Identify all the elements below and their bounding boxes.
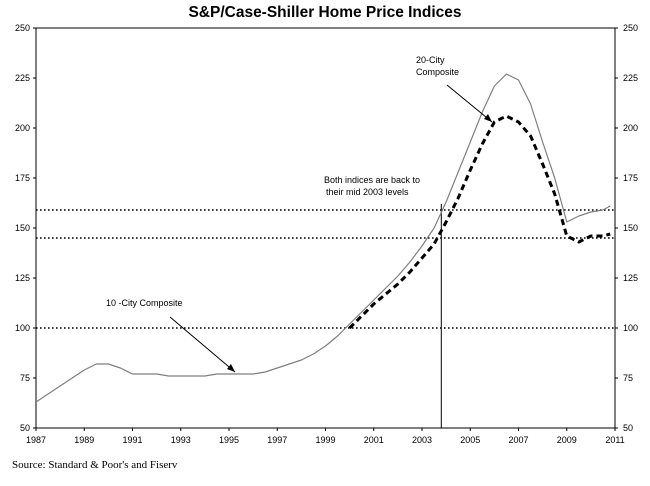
y-tick-label: 50 (20, 423, 30, 433)
annotation-10-city-arrow (169, 316, 236, 373)
chart-title: S&P/Case-Shiller Home Price Indices (188, 4, 462, 21)
annotation-20-city-line2: Composite (416, 67, 459, 77)
plot-area (35, 27, 616, 429)
y-tick-label: 225 (623, 73, 638, 83)
y-tick-label: 250 (15, 23, 30, 33)
y-tick-label: 75 (623, 373, 633, 383)
y-tick-label: 250 (623, 23, 638, 33)
y-tick-label: 175 (623, 173, 638, 183)
y-tick-label: 100 (623, 323, 638, 333)
annotations: 20-City Composite Both indices are back … (106, 55, 493, 373)
x-tick-label: 1997 (267, 435, 287, 445)
y-tick-label: 200 (623, 123, 638, 133)
annotation-20-city-arrow (446, 84, 493, 123)
x-tick-label: 1989 (74, 435, 94, 445)
y-tick-label: 175 (15, 173, 30, 183)
x-tick-label: 1991 (122, 435, 142, 445)
x-axis: 1987 1989 1991 1993 1995 1997 1999 2001 2003 2005… (26, 428, 625, 445)
left-y-axis: 50 75 100 125 150 175 200 225 250 (15, 23, 36, 433)
y-tick-label: 50 (623, 423, 633, 433)
series-layer (35, 73, 611, 403)
right-y-axis: 50 75 100 125 150 175 200 225 250 (615, 23, 638, 433)
y-tick-label: 125 (623, 273, 638, 283)
x-tick-label: 1995 (219, 435, 239, 445)
series-20-city-line (348, 114, 611, 330)
y-tick-label: 225 (15, 73, 30, 83)
y-tick-label: 200 (15, 123, 30, 133)
y-tick-label: 75 (20, 373, 30, 383)
annotation-20-city-arrowhead (484, 114, 492, 122)
source-note: Source: Standard & Poor's and Fiserv (12, 459, 178, 471)
annotation-20-city-line1: 20-City (416, 55, 445, 65)
y-tick-label: 150 (623, 223, 638, 233)
annotation-10-city: 10 -City Composite (106, 298, 183, 308)
x-tick-label: 2003 (412, 435, 432, 445)
x-tick-label: 1987 (26, 435, 46, 445)
series-10-city-line (35, 73, 611, 403)
x-tick-label: 2007 (508, 435, 528, 445)
x-tick-label: 2005 (460, 435, 480, 445)
x-tick-label: 2011 (605, 435, 624, 445)
x-tick-label: 1993 (171, 435, 191, 445)
y-tick-label: 100 (15, 323, 30, 333)
annotation-10-city-arrowhead (227, 364, 235, 372)
y-tick-label: 125 (15, 273, 30, 283)
x-tick-label: 1999 (315, 435, 335, 445)
x-tick-label: 2009 (557, 435, 577, 445)
annotation-both-line1: Both indices are back to (324, 175, 420, 185)
reference-lines (36, 204, 615, 428)
plot-border (35, 27, 616, 429)
annotation-both-line2: their mid 2003 levels (326, 187, 409, 197)
y-tick-label: 150 (15, 223, 30, 233)
x-tick-label: 2001 (364, 435, 384, 445)
